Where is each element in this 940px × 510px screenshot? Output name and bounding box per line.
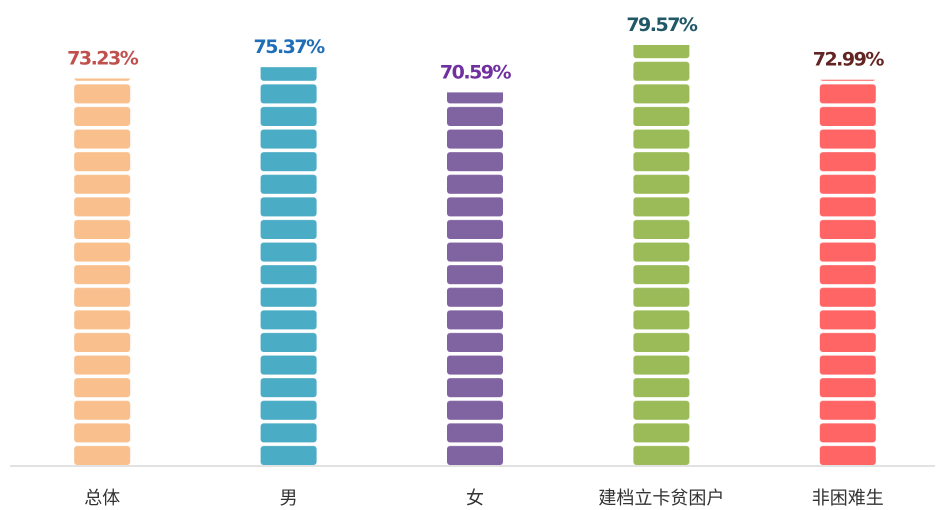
x-tick-label: 总体 — [84, 488, 120, 509]
value-label: 72.99% — [813, 49, 885, 71]
x-tick-label: 女 — [466, 488, 484, 509]
value-label: 75.37% — [254, 36, 326, 58]
value-label: 73.23% — [67, 47, 139, 69]
bar — [633, 45, 690, 465]
x-tick-label: 男 — [280, 488, 298, 509]
x-tick-label: 非困难生 — [812, 488, 884, 509]
value-label: 70.59% — [440, 61, 512, 83]
bar — [74, 78, 131, 465]
x-tick-label: 建档立卡贫困户 — [598, 488, 724, 509]
bar — [819, 79, 876, 465]
bar — [447, 92, 503, 465]
bar — [260, 67, 317, 465]
value-label: 79.57% — [626, 14, 698, 36]
